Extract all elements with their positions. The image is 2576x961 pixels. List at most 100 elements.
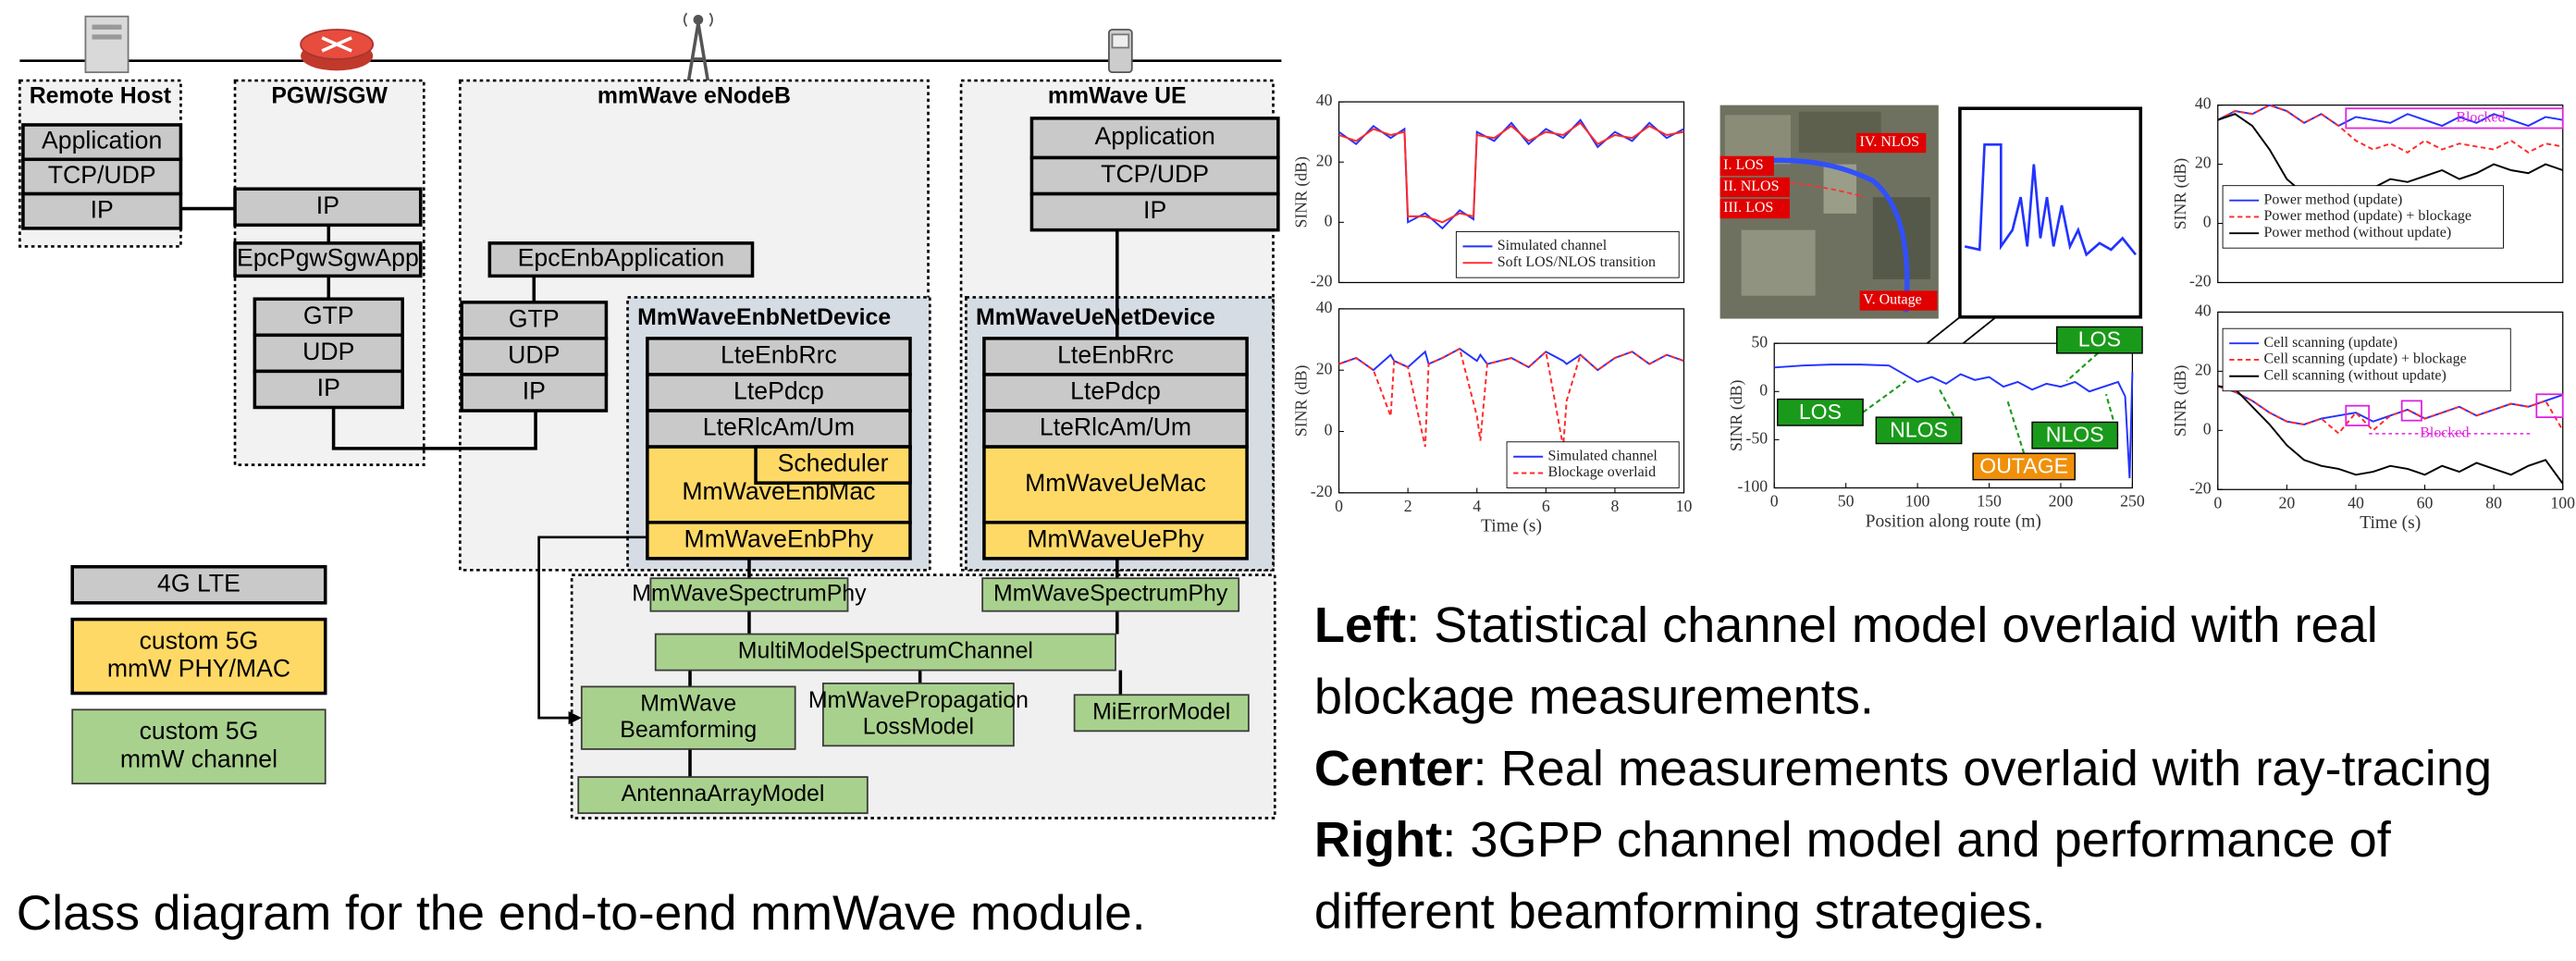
y-tick-label: -50 xyxy=(1745,428,1768,447)
class-block-label: Scheduler xyxy=(778,450,889,477)
device-title: MmWaveEnbNetDevice xyxy=(637,304,891,330)
caption-text: different beamforming strategies. xyxy=(1314,884,2046,940)
y-tick-label: 0 xyxy=(1325,421,1333,439)
caption-text: : Statistical channel model overlaid wit… xyxy=(1406,598,2378,654)
class-block-label: AntennaArrayModel xyxy=(622,781,825,807)
group-title: mmWave eNodeB xyxy=(598,82,791,108)
legend-label: Blockage overlaid xyxy=(1547,464,1656,480)
caption-line: different beamforming strategies. xyxy=(1314,884,2046,940)
legend-label: Simulated channel xyxy=(1547,448,1658,463)
class-block-label: LteRlcAm/Um xyxy=(1040,413,1191,441)
map-label: IV. NLOS xyxy=(1860,134,1919,150)
class-block-label: IP xyxy=(1143,196,1166,224)
map-label: I. LOS xyxy=(1723,157,1763,173)
legend-item-label: custom 5G xyxy=(140,717,259,745)
caption-line: Center: Real measurements overlaid with … xyxy=(1314,741,2492,796)
class-block-label: MmWaveUePhy xyxy=(1027,524,1204,552)
y-tick-label: 50 xyxy=(1751,332,1768,351)
x-tick-label: 20 xyxy=(2278,493,2295,511)
class-block-label: GTP xyxy=(303,302,354,329)
x-tick-label: 100 xyxy=(1905,492,1930,511)
legend-label: Soft LOS/NLOS transition xyxy=(1498,254,1656,270)
class-block-label: MmWaveUeMac xyxy=(1025,469,1206,497)
class-block-label: Application xyxy=(42,127,162,154)
x-tick-label: 50 xyxy=(1838,492,1855,511)
legend-label: Cell scanning (update) + blockage xyxy=(2263,351,2466,367)
x-tick-label: 40 xyxy=(2348,493,2364,511)
class-block-label: IP xyxy=(316,191,339,219)
annotation-label: NLOS xyxy=(2046,423,2104,447)
y-axis-label: SINR (dB) xyxy=(1727,380,1745,452)
x-tick-label: 200 xyxy=(2049,492,2074,511)
x-tick-label: 0 xyxy=(1335,497,1343,515)
antenna-icon xyxy=(684,13,712,82)
class-block-label: MmWaveEnbPhy xyxy=(684,524,874,552)
x-tick-label: 2 xyxy=(1404,497,1412,515)
phone-icon xyxy=(1109,30,1132,72)
x-tick-label: 6 xyxy=(1542,497,1550,515)
captions: Left: Statistical channel model overlaid… xyxy=(1314,598,2492,940)
y-tick-label: 20 xyxy=(2195,154,2212,172)
class-block-label: IP xyxy=(317,374,340,401)
x-tick-label: 150 xyxy=(1977,492,2002,511)
y-tick-label: -20 xyxy=(1311,272,1333,290)
class-block-label: UDP xyxy=(302,338,354,365)
legend-label: Simulated channel xyxy=(1498,238,1608,253)
class-block-label: LossModel xyxy=(863,713,974,739)
class-block-label: LteEnbRrc xyxy=(1057,340,1174,368)
class-block-label: IP xyxy=(523,377,546,405)
x-tick-label: 100 xyxy=(2550,493,2575,511)
y-tick-label: -20 xyxy=(1311,482,1333,500)
legend-label: Cell scanning (update) xyxy=(2263,335,2397,351)
class-block-label: MmWavePropagation xyxy=(808,687,1029,713)
class-block-label: MmWaveSpectrumPhy xyxy=(993,580,1228,606)
caption-line: blockage measurements. xyxy=(1314,670,1874,725)
annotation-label: NLOS xyxy=(1890,417,1948,441)
caption-line: Left: Statistical channel model overlaid… xyxy=(1314,598,2378,654)
caption-bold: Left xyxy=(1314,598,1406,654)
annotation-label: LOS xyxy=(2078,327,2121,351)
x-tick-label: 250 xyxy=(2120,492,2145,511)
class-block-label: MultiModelSpectrumChannel xyxy=(738,638,1033,664)
y-tick-label: 40 xyxy=(1316,91,1333,109)
map-label: II. NLOS xyxy=(1723,179,1779,194)
x-axis-label: Time (s) xyxy=(1481,517,1542,536)
class-block-label: TCP/UDP xyxy=(1101,160,1209,188)
x-tick-label: 8 xyxy=(1611,497,1620,515)
slide: Remote HostPGW/SGWmmWave eNodeBmmWave UE… xyxy=(0,0,2576,961)
class-block-label: EpcEnbApplication xyxy=(518,244,725,272)
y-axis-label: SINR (dB) xyxy=(1292,156,1311,228)
page: {"diagram": { "groups": ["Remote Host", … xyxy=(0,0,2576,961)
y-axis-label: SINR (dB) xyxy=(2171,365,2189,437)
class-block-label: IP xyxy=(91,195,114,223)
x-tick-label: 60 xyxy=(2417,493,2434,511)
map-label: V. Outage xyxy=(1863,292,1922,308)
y-tick-label: -20 xyxy=(2189,478,2212,497)
class-block-label: GTP xyxy=(509,304,560,332)
y-tick-label: -20 xyxy=(2189,272,2212,290)
map-label: III. LOS xyxy=(1723,200,1773,216)
y-tick-label: -100 xyxy=(1738,477,1769,496)
y-tick-label: 40 xyxy=(2195,302,2212,320)
y-tick-label: 20 xyxy=(2195,360,2212,378)
caption-text: : Real measurements overlaid with ray-tr… xyxy=(1473,741,2492,796)
charts: I. LOS II. NLOS III. LOS IV. NLOS V. Outage -… xyxy=(1292,91,2576,536)
group-title: PGW/SGW xyxy=(271,82,388,108)
y-tick-label: 0 xyxy=(1759,380,1768,399)
caption-text: : 3GPP channel model and performance of xyxy=(1442,812,2392,868)
blocked-label: Blocked xyxy=(2456,110,2505,126)
y-axis-label: SINR (dB) xyxy=(1292,365,1311,437)
x-tick-label: 80 xyxy=(2485,493,2502,511)
legend-item-label: mmW channel xyxy=(120,745,277,772)
legend-label: Cell scanning (without update) xyxy=(2263,367,2446,383)
y-tick-label: 0 xyxy=(1325,211,1333,229)
class-block-label: MmWaveSpectrumPhy xyxy=(632,580,867,606)
x-tick-label: 4 xyxy=(1473,497,1481,515)
caption-text: blockage measurements. xyxy=(1314,670,1874,725)
legend-label: Power method (update) xyxy=(2263,191,2402,207)
legend-label: Power method (update) + blockage xyxy=(2263,208,2471,224)
class-block-label: MmWave xyxy=(640,690,736,716)
legend-item-label: mmW PHY/MAC xyxy=(107,655,290,683)
y-tick-label: 40 xyxy=(1316,298,1333,316)
x-tick-label: 0 xyxy=(1770,492,1779,511)
